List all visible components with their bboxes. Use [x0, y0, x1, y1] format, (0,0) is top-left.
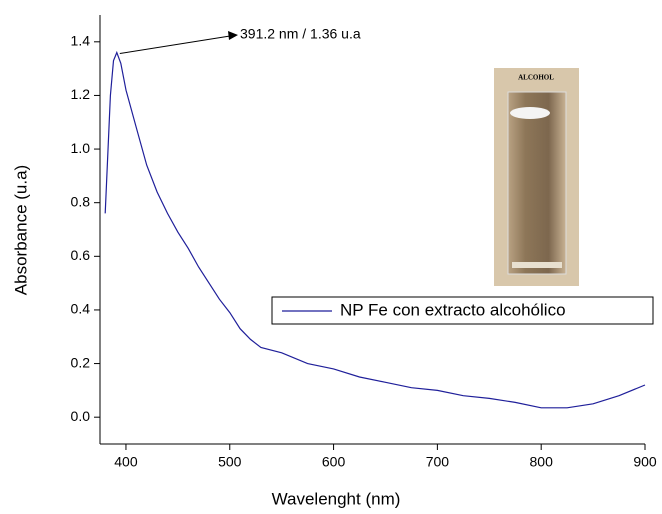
x-tick-label: 700 [426, 454, 450, 470]
y-tick-label: 0.4 [71, 301, 91, 317]
x-axis-title: Wavelenght (nm) [272, 489, 401, 508]
legend-box [271, 296, 654, 325]
x-tick-label: 600 [322, 454, 346, 470]
x-tick-label: 800 [530, 454, 554, 470]
x-tick-label: 900 [633, 454, 657, 470]
photo: ALCOHOL [494, 68, 579, 286]
series-line [104, 50, 646, 409]
x-tick-label: 400 [114, 454, 138, 470]
y-tick-label: 1.2 [71, 86, 91, 102]
y-tick-label: 0.6 [71, 247, 91, 263]
annotation-text: 391.2 nm / 1.36 u.a [240, 26, 361, 42]
annotation-arrowhead [228, 31, 238, 40]
photo-label: ALCOHOL [518, 74, 554, 82]
y-tick-label: 0.2 [71, 354, 91, 370]
x-tick-label: 500 [218, 454, 242, 470]
y-tick-label: 1.4 [71, 33, 91, 49]
y-axis-title: Absorbance (u.a) [11, 165, 30, 295]
annotation-arrow [119, 35, 231, 55]
y-tick-label: 0.0 [71, 408, 91, 424]
y-tick-label: 1.0 [71, 140, 91, 156]
legend-label: NP Fe con extracto alcohólico [340, 300, 566, 319]
y-tick-label: 0.8 [71, 193, 91, 209]
